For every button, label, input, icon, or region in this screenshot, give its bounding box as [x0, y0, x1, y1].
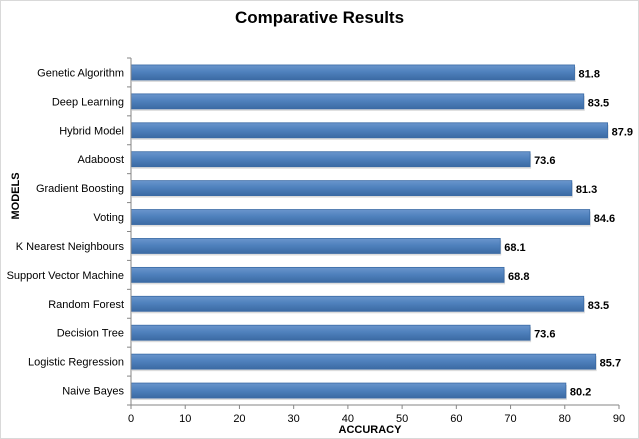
x-ticks: 0 10 20 30 40 50 60 70 80 90	[128, 405, 625, 425]
y-tick-label: Naive Bayes	[62, 386, 124, 398]
bar	[130, 122, 609, 139]
y-tick-label: Gradient Boosting	[36, 183, 124, 195]
x-tick-label: 30	[288, 413, 300, 425]
data-label: 83.5	[588, 97, 609, 109]
y-tick-label: Logistic Regression	[28, 357, 124, 369]
data-label: 73.6	[534, 155, 555, 167]
data-label: 73.6	[534, 329, 555, 341]
y-tick-label: Deep Learning	[52, 96, 124, 108]
bar	[130, 324, 531, 341]
bar	[130, 295, 585, 312]
x-tick-label: 20	[233, 413, 245, 425]
y-tick-label: Hybrid Model	[59, 125, 124, 137]
bar	[130, 64, 575, 81]
x-tick-label: 50	[396, 413, 408, 425]
y-axis-title: MODELS	[10, 172, 22, 219]
x-tick-label: 40	[342, 413, 354, 425]
data-label: 81.3	[576, 184, 597, 196]
y-tick-label: Voting	[93, 212, 124, 224]
bar	[130, 238, 501, 254]
chart-title: Comparative Results	[234, 8, 405, 27]
y-tick-label: Adaboost	[78, 154, 124, 166]
bars-layer	[130, 64, 609, 401]
y-tick-label: Random Forest	[48, 299, 124, 311]
y-tick-label: Decision Tree	[57, 328, 124, 340]
x-tick-label: 0	[128, 413, 134, 425]
data-label: 85.7	[600, 358, 621, 370]
data-label: 87.9	[612, 126, 633, 138]
data-label: 68.1	[504, 242, 525, 254]
y-ticks: Genetic Algorithm Deep Learning Hybrid Mod…	[7, 57, 131, 406]
bar	[130, 93, 585, 110]
y-tick-label: Support Vector Machine	[7, 270, 124, 282]
data-label: 81.8	[579, 68, 600, 80]
bar	[130, 180, 573, 197]
data-labels: 81.8 83.5 87.9 73.6 81.3 84.6 68.1 68.8 83.5 73.6…	[504, 68, 633, 398]
x-tick-label: 90	[613, 413, 625, 425]
bar	[130, 151, 531, 168]
x-tick-label: 80	[559, 413, 571, 425]
data-label: 68.8	[508, 271, 529, 283]
x-axis-title: ACCURACY	[339, 424, 403, 436]
x-tick-label: 70	[504, 413, 516, 425]
bar	[130, 353, 597, 370]
x-tick-label: 60	[450, 413, 462, 425]
y-tick-label: Genetic Algorithm	[37, 67, 124, 79]
bar	[130, 266, 505, 283]
bar	[130, 382, 567, 399]
bar	[130, 209, 591, 225]
x-tick-label: 10	[179, 413, 191, 425]
data-label: 84.6	[594, 213, 615, 225]
y-tick-label: K Nearest Neighbours	[16, 241, 125, 253]
data-label: 83.5	[588, 300, 609, 312]
data-label: 80.2	[570, 387, 591, 399]
